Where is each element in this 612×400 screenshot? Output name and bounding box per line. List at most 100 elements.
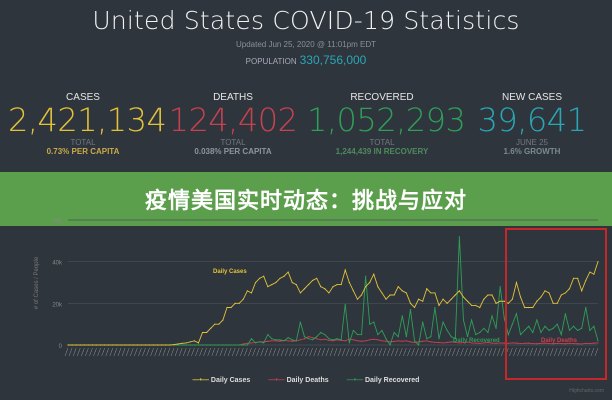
data-point (552, 302, 554, 304)
data-point (540, 331, 542, 334)
data-point (454, 294, 456, 296)
population-value: 330,756,000 (299, 53, 367, 67)
x-tick (284, 347, 289, 357)
data-point (234, 302, 236, 304)
data-point (112, 344, 114, 346)
x-tick (244, 347, 248, 357)
data-point (422, 321, 424, 323)
data-point (401, 290, 403, 292)
x-tick (382, 347, 387, 357)
headline-banner: 疫情美国实时动态：挑战与应对 (0, 172, 612, 226)
x-tick-mark: · (276, 349, 280, 353)
x-tick (594, 347, 599, 357)
data-point (214, 323, 216, 325)
data-point (271, 283, 273, 286)
x-tick-mark: · (394, 349, 398, 353)
x-tick-mark: · (582, 349, 586, 353)
x-tick-mark: · (358, 349, 362, 353)
x-tick-mark: · (199, 349, 203, 353)
data-point (197, 342, 200, 344)
data-point (328, 338, 330, 340)
x-tick (85, 347, 89, 357)
x-tick (439, 347, 444, 357)
x-tick (419, 347, 423, 357)
x-tick-mark: · (464, 349, 468, 353)
x-tick-mark: · (374, 349, 378, 353)
x-tick (289, 347, 293, 357)
x-tick (403, 347, 407, 357)
data-point (483, 298, 485, 300)
data-point (206, 331, 208, 334)
data-point (332, 286, 334, 288)
data-point (169, 344, 171, 346)
x-tick (448, 347, 452, 357)
data-point (528, 306, 530, 309)
x-tick (272, 347, 277, 357)
x-tick-mark: · (382, 349, 386, 353)
data-point (218, 344, 220, 346)
x-tick-mark: · (227, 349, 231, 353)
data-point (536, 300, 538, 302)
legend-daily-deaths[interactable]: —•— Daily Deaths (268, 377, 329, 384)
x-tick (366, 347, 370, 357)
data-point (564, 313, 566, 315)
data-point (185, 344, 187, 346)
x-tick (236, 347, 240, 357)
data-point (442, 321, 444, 323)
x-tick (435, 347, 440, 357)
x-tick (464, 347, 468, 357)
data-point (291, 339, 293, 341)
x-tick-mark: · (337, 349, 341, 353)
x-tick-mark: · (480, 349, 484, 353)
data-point (397, 336, 399, 338)
x-tick (64, 347, 69, 357)
legend-daily-cases[interactable]: —•— Daily Cases (192, 377, 251, 384)
data-point (91, 344, 94, 346)
data-point (442, 342, 444, 344)
x-tick-mark: · (207, 349, 211, 353)
data-point (307, 336, 310, 338)
data-point (95, 344, 98, 346)
data-point (385, 338, 387, 340)
data-point (144, 344, 147, 346)
data-point (511, 323, 513, 325)
legend-daily-recovered[interactable]: —•— Daily Recovered (346, 377, 420, 384)
x-tick (248, 347, 252, 357)
x-tick-mark: · (89, 349, 93, 353)
data-point (466, 341, 469, 343)
x-tick-mark: · (162, 349, 166, 353)
data-point (373, 321, 375, 323)
x-tick-mark: · (468, 349, 472, 353)
x-tick (72, 347, 77, 357)
data-point (524, 342, 526, 344)
data-point (246, 290, 248, 292)
data-point (434, 292, 436, 294)
x-tick (374, 347, 379, 357)
data-point (344, 303, 346, 305)
x-tick-mark: · (378, 349, 382, 353)
data-point (568, 342, 571, 344)
x-tick (276, 347, 281, 357)
data-point (181, 344, 183, 346)
data-point (136, 344, 138, 346)
x-tick-mark: · (235, 349, 239, 353)
x-tick-mark: · (158, 349, 162, 353)
series-annotation: Daily Cases (213, 269, 247, 275)
x-tick-mark: · (574, 349, 578, 353)
data-point (356, 333, 359, 336)
data-point (446, 329, 448, 332)
data-point (377, 286, 379, 288)
x-tick-mark: · (142, 349, 146, 353)
x-tick-mark: · (460, 349, 464, 353)
x-tick-mark: · (390, 349, 394, 353)
data-point (471, 319, 473, 321)
chart-credit[interactable]: Highcharts.com (569, 388, 604, 394)
data-point (352, 339, 354, 341)
x-tick (566, 347, 570, 357)
x-tick-mark: · (447, 349, 451, 353)
x-tick-mark: · (403, 349, 407, 353)
x-tick-mark: · (570, 349, 574, 353)
data-point (475, 304, 477, 307)
data-point (585, 342, 587, 344)
